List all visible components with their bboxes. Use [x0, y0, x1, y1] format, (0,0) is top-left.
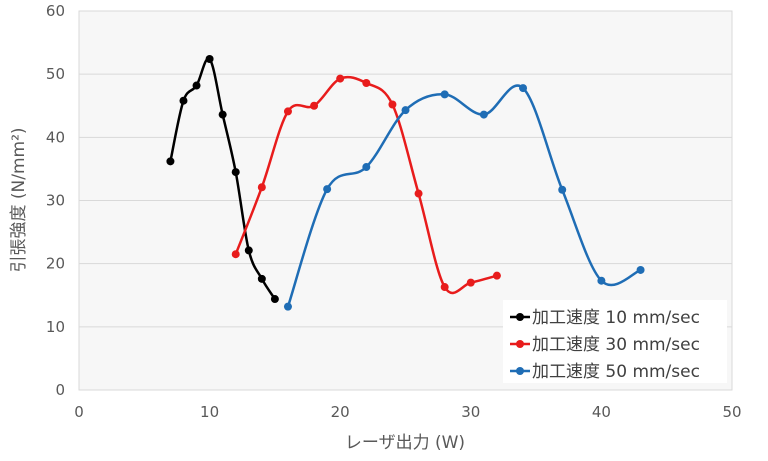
legend-marker [516, 367, 524, 375]
x-tick-label: 10 [200, 403, 219, 421]
data-point [257, 274, 266, 283]
x-tick-label: 50 [722, 403, 741, 421]
y-tick-label: 60 [46, 2, 65, 20]
x-tick-label: 20 [331, 403, 350, 421]
data-point [388, 100, 397, 109]
y-tick-label: 0 [55, 381, 65, 399]
y-tick-label: 50 [46, 65, 65, 83]
x-tick-label: 30 [461, 403, 480, 421]
data-point [244, 246, 253, 255]
data-point [270, 295, 279, 304]
y-tick-label: 40 [46, 128, 65, 146]
legend-marker [516, 340, 524, 348]
y-tick-label: 20 [46, 255, 65, 273]
data-point [519, 84, 528, 93]
data-point [283, 302, 292, 311]
data-point [414, 189, 423, 198]
data-point [401, 106, 410, 115]
data-point [257, 183, 266, 192]
data-point [466, 278, 475, 287]
legend-label: 加工速度 50 mm/sec [532, 362, 700, 382]
series-2 [231, 74, 501, 295]
data-point [283, 107, 292, 116]
legend-label: 加工速度 30 mm/sec [532, 335, 700, 355]
data-point [362, 163, 371, 172]
data-point [440, 283, 449, 292]
legend: 加工速度 10 mm/sec 加工速度 30 mm/sec 加工速度 50 mm/s… [503, 300, 727, 383]
series-1 [166, 55, 279, 304]
data-point [479, 110, 488, 119]
legend-label: 加工速度 10 mm/sec [532, 308, 700, 328]
data-point [440, 90, 449, 99]
data-point [218, 110, 227, 119]
series-line [286, 84, 642, 308]
data-point [558, 185, 567, 194]
data-point [362, 79, 371, 88]
data-point [166, 157, 175, 166]
x-tick-label: 0 [74, 403, 84, 421]
data-point [492, 271, 501, 280]
legend-marker [516, 313, 524, 321]
series-3 [283, 84, 645, 311]
data-point [636, 265, 645, 274]
y-axis-label: 引張強度 (N/mm²) [9, 127, 29, 272]
y-tick-label: 10 [46, 318, 65, 336]
data-point [179, 96, 188, 105]
y-tick-label: 30 [46, 192, 65, 210]
data-point [205, 55, 214, 64]
data-point [231, 250, 240, 259]
data-point [192, 81, 201, 90]
data-point [310, 101, 319, 110]
data-point [231, 168, 240, 177]
x-axis-label: レーザ出力 (W) [345, 433, 465, 453]
x-tick-label: 40 [592, 403, 611, 421]
data-point [323, 185, 332, 194]
data-point [597, 276, 606, 285]
data-point [336, 74, 345, 83]
